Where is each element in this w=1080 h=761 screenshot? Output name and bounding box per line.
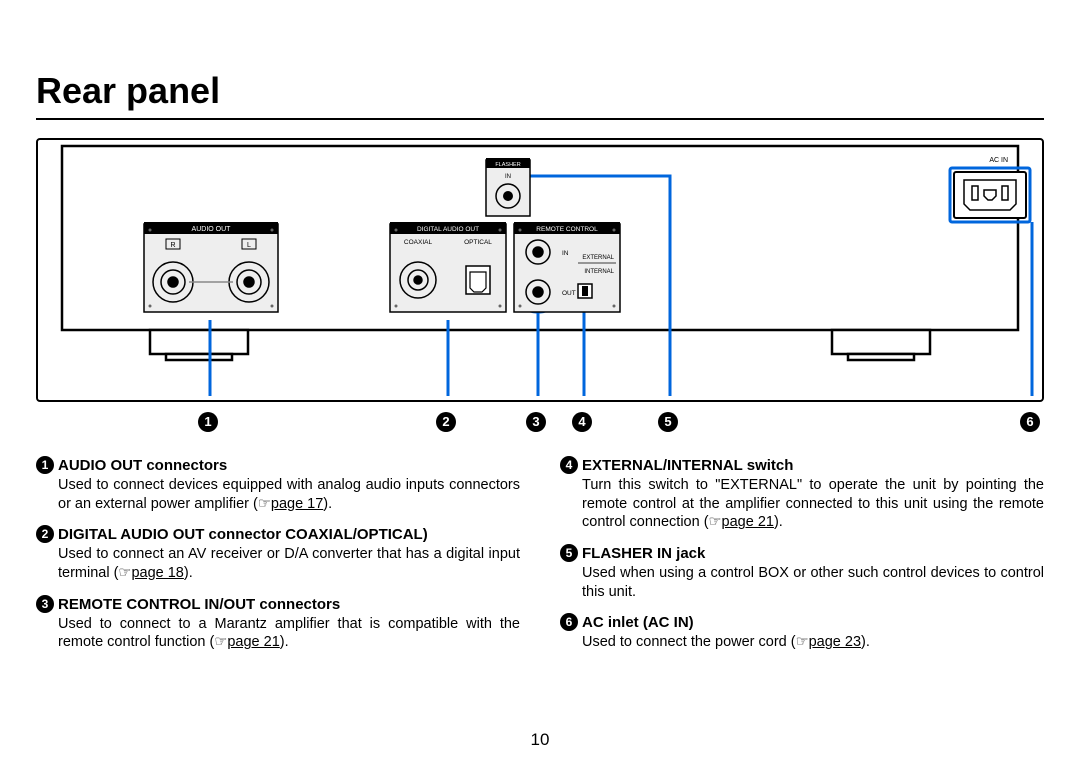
item-1: 1AUDIO OUT connectorsUsed to connect dev… (36, 456, 520, 513)
item-title: EXTERNAL/INTERNAL switch (582, 456, 793, 475)
item-title: AUDIO OUT connectors (58, 456, 227, 475)
svg-text:REMOTE CONTROL: REMOTE CONTROL (536, 226, 598, 233)
item-5: 5FLASHER IN jackUsed when using a contro… (560, 544, 1044, 601)
svg-text:COAXIAL: COAXIAL (404, 239, 433, 246)
descriptions-right: 4EXTERNAL/INTERNAL switchTurn this switc… (560, 456, 1044, 664)
svg-text:OPTICAL: OPTICAL (464, 239, 492, 246)
item-title: REMOTE CONTROL IN/OUT connectors (58, 595, 340, 614)
page-reference[interactable]: page 21 (227, 634, 279, 650)
page-reference[interactable]: page 23 (809, 634, 861, 650)
item-body: Used to connect devices equipped with an… (58, 476, 520, 513)
rear-panel-diagram: AUDIO OUT R L (38, 140, 1042, 400)
svg-text:AC IN: AC IN (989, 157, 1008, 164)
svg-text:FLASHER: FLASHER (495, 162, 520, 168)
item-title: FLASHER IN jack (582, 544, 705, 563)
callouts-row: 1 2 3 4 5 6 (36, 412, 1044, 434)
item-number: 4 (560, 456, 578, 474)
callout-number-3: 3 (526, 412, 546, 432)
item-body: Used to connect an AV receiver or D/A co… (58, 545, 520, 582)
svg-text:L: L (247, 242, 251, 249)
item-number: 5 (560, 544, 578, 562)
descriptions-left: 1AUDIO OUT connectorsUsed to connect dev… (36, 456, 520, 664)
item-number: 2 (36, 525, 54, 543)
callout-number-5: 5 (658, 412, 678, 432)
callout-number-4: 4 (572, 412, 592, 432)
item-title: DIGITAL AUDIO OUT connector COAXIAL/OPTI… (58, 525, 428, 544)
item-body: Used when using a control BOX or other s… (582, 564, 1044, 601)
item-body: Turn this switch to "EXTERNAL" to operat… (582, 476, 1044, 532)
page-title: Rear panel (36, 70, 1044, 120)
svg-text:IN: IN (505, 174, 511, 180)
item-title: AC inlet (AC IN) (582, 613, 694, 632)
page-reference[interactable]: page 17 (271, 496, 323, 512)
item-body: Used to connect the power cord (☞page 23… (582, 633, 1044, 652)
page-reference[interactable]: page 21 (722, 514, 774, 530)
svg-text:OUT: OUT (562, 290, 576, 297)
rear-panel-figure: AUDIO OUT R L (36, 138, 1044, 402)
item-2: 2DIGITAL AUDIO OUT connector COAXIAL/OPT… (36, 525, 520, 582)
item-6: 6AC inlet (AC IN)Used to connect the pow… (560, 613, 1044, 652)
callout-number-2: 2 (436, 412, 456, 432)
page-number: 10 (0, 730, 1080, 750)
item-number: 1 (36, 456, 54, 474)
svg-text:AUDIO OUT: AUDIO OUT (192, 226, 232, 233)
svg-text:DIGITAL AUDIO OUT: DIGITAL AUDIO OUT (417, 226, 479, 233)
svg-text:R: R (170, 242, 175, 249)
svg-text:EXTERNAL: EXTERNAL (582, 255, 614, 261)
callout-number-6: 6 (1020, 412, 1040, 432)
descriptions: 1AUDIO OUT connectorsUsed to connect dev… (36, 456, 1044, 664)
item-number: 6 (560, 613, 578, 631)
svg-text:INTERNAL: INTERNAL (584, 269, 614, 275)
svg-text:IN: IN (562, 250, 569, 257)
callout-number-1: 1 (198, 412, 218, 432)
page-reference[interactable]: page 18 (131, 565, 183, 581)
item-4: 4EXTERNAL/INTERNAL switchTurn this switc… (560, 456, 1044, 532)
item-number: 3 (36, 595, 54, 613)
item-body: Used to connect to a Marantz amplifier t… (58, 615, 520, 652)
item-3: 3REMOTE CONTROL IN/OUT connectorsUsed to… (36, 595, 520, 652)
